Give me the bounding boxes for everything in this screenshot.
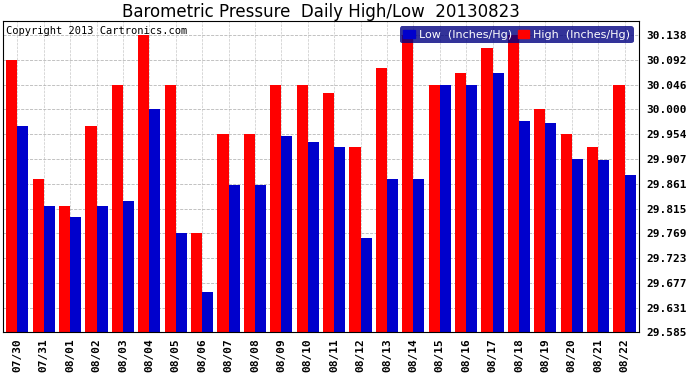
Title: Barometric Pressure  Daily High/Low  20130823: Barometric Pressure Daily High/Low 20130…	[122, 3, 520, 21]
Bar	[440, 85, 451, 332]
Bar	[97, 206, 108, 332]
Bar	[149, 110, 160, 332]
Bar	[482, 48, 493, 332]
Bar	[402, 35, 413, 332]
Bar	[297, 85, 308, 332]
Bar	[123, 201, 134, 332]
Bar	[455, 73, 466, 332]
Bar	[282, 136, 293, 332]
Bar	[387, 179, 398, 332]
Bar	[534, 110, 545, 332]
Bar	[202, 292, 213, 332]
Bar	[255, 184, 266, 332]
Bar	[6, 60, 17, 332]
Bar	[561, 134, 572, 332]
Bar	[613, 85, 624, 332]
Bar	[349, 147, 361, 332]
Bar	[428, 85, 440, 332]
Bar	[361, 238, 372, 332]
Bar	[112, 85, 123, 332]
Bar	[572, 159, 583, 332]
Bar	[244, 134, 255, 332]
Bar	[587, 147, 598, 332]
Bar	[59, 206, 70, 332]
Bar	[334, 147, 345, 332]
Bar	[43, 206, 55, 332]
Bar	[323, 93, 334, 332]
Bar	[32, 179, 43, 332]
Bar	[508, 35, 519, 332]
Bar	[308, 142, 319, 332]
Bar	[519, 121, 530, 332]
Bar	[176, 233, 187, 332]
Legend: Low  (Inches/Hg), High  (Inches/Hg): Low (Inches/Hg), High (Inches/Hg)	[400, 27, 633, 43]
Bar	[376, 68, 387, 332]
Bar	[70, 217, 81, 332]
Bar	[138, 35, 149, 332]
Bar	[191, 233, 202, 332]
Bar	[466, 85, 477, 332]
Bar	[493, 73, 504, 332]
Bar	[165, 85, 176, 332]
Bar	[228, 184, 239, 332]
Bar	[86, 126, 97, 332]
Bar	[413, 179, 424, 332]
Bar	[624, 175, 635, 332]
Bar	[270, 85, 282, 332]
Bar	[17, 126, 28, 332]
Bar	[545, 123, 556, 332]
Text: Copyright 2013 Cartronics.com: Copyright 2013 Cartronics.com	[6, 26, 187, 36]
Bar	[598, 160, 609, 332]
Bar	[217, 134, 228, 332]
